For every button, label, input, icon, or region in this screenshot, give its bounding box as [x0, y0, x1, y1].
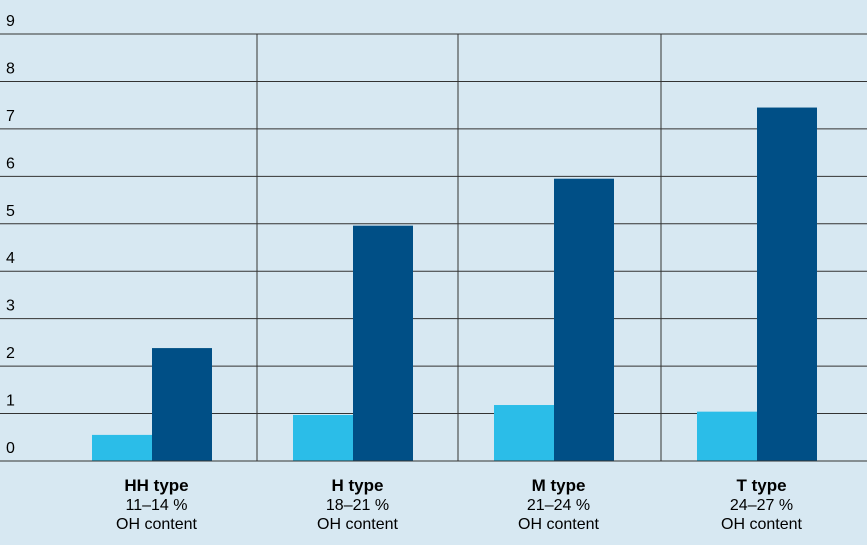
- y-tick-label: 0: [6, 440, 15, 457]
- bar-series-2: [757, 107, 817, 462]
- y-tick-label: 3: [6, 298, 15, 315]
- bar-series-1: [92, 434, 152, 461]
- bar-series-2: [152, 348, 212, 461]
- category-label-t: T type 24–27 % OH content: [661, 476, 862, 534]
- category-name: M type: [531, 476, 586, 495]
- y-tick-label: 1: [6, 393, 15, 410]
- category-oh-range: 11–14 %: [125, 497, 188, 514]
- y-tick-label: 2: [6, 345, 15, 362]
- category-name: H type: [331, 476, 384, 495]
- bar-series-1: [697, 411, 757, 461]
- bar-series-2: [554, 178, 614, 461]
- y-tick-label: 7: [6, 108, 15, 125]
- category-oh-range: 21–24 %: [526, 497, 591, 514]
- bar-series-1: [293, 414, 353, 461]
- y-tick-label: 4: [6, 250, 15, 267]
- bar-series-1: [494, 405, 554, 461]
- category-oh-range: 24–27 %: [729, 497, 794, 514]
- category-oh-unit: OH content: [317, 516, 398, 533]
- category-oh-range: 18–21 %: [325, 497, 390, 514]
- y-tick-label: 6: [6, 155, 15, 172]
- category-label-h: H type 18–21 % OH content: [257, 476, 458, 534]
- y-tick-label: 8: [6, 60, 15, 77]
- category-name: HH type: [124, 476, 189, 495]
- y-tick-label: 9: [6, 13, 15, 30]
- category-oh-unit: OH content: [116, 516, 197, 533]
- bar-series-2: [353, 225, 413, 461]
- category-name: T type: [736, 476, 787, 495]
- category-label-m: M type 21–24 % OH content: [458, 476, 659, 534]
- y-tick-label: 5: [6, 203, 15, 220]
- category-label-hh: HH type 11–14 % OH content: [56, 476, 257, 534]
- category-oh-unit: OH content: [518, 516, 599, 533]
- category-oh-unit: OH content: [721, 516, 802, 533]
